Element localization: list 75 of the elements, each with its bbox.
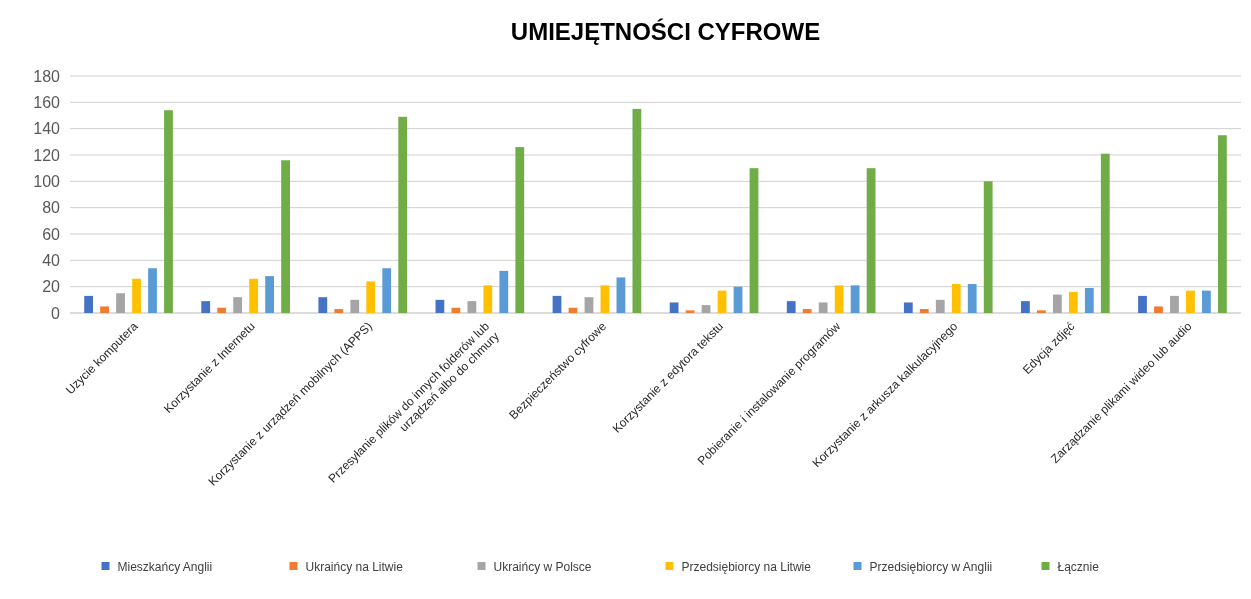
bar	[802, 309, 812, 313]
bar	[951, 284, 961, 313]
bar	[1138, 295, 1147, 313]
y-tick-label: 40	[42, 251, 61, 269]
bar	[1154, 306, 1163, 313]
bar	[281, 160, 290, 313]
bar	[749, 168, 759, 313]
bar	[148, 268, 157, 313]
bar	[818, 302, 828, 313]
legend-label: Mieszkańcy Anglii	[117, 560, 213, 574]
legend-label: Ukraińcy na Litwie	[305, 560, 404, 574]
bar	[1218, 135, 1227, 313]
bar	[398, 116, 408, 313]
y-tick-label: 20	[42, 278, 61, 296]
bar	[967, 284, 977, 313]
bar	[233, 297, 243, 313]
chart-title: UMIEJĘTNOŚCI CYFROWE	[510, 18, 821, 45]
bar	[1170, 295, 1179, 313]
bar	[132, 278, 141, 313]
y-tick-label: 100	[33, 172, 61, 190]
bar	[318, 297, 328, 313]
bar	[733, 286, 743, 313]
bar	[451, 307, 461, 313]
y-tick-label: 0	[51, 304, 61, 322]
legend-label: Łącznie	[1057, 560, 1100, 574]
bar	[632, 108, 642, 313]
bar	[834, 285, 844, 313]
bar	[334, 309, 344, 313]
bar	[1021, 301, 1030, 313]
bar	[467, 301, 477, 313]
bar	[382, 268, 392, 313]
bar	[1202, 290, 1211, 313]
bar	[584, 297, 594, 313]
bar	[685, 310, 695, 313]
legend-label: Ukraińcy w Polsce	[493, 560, 592, 574]
bar	[616, 277, 626, 313]
bar	[249, 278, 259, 313]
bar	[265, 276, 275, 313]
bar	[786, 301, 796, 313]
bar	[366, 281, 376, 313]
bar	[919, 309, 929, 313]
bar	[850, 285, 860, 313]
bar	[903, 302, 913, 313]
bar	[84, 295, 93, 313]
bar	[435, 299, 445, 313]
y-tick-label: 80	[42, 199, 61, 217]
bar	[1036, 310, 1046, 313]
y-tick-label: 180	[33, 67, 61, 85]
legend-label: Przedsiębiorcy na Litwie	[681, 560, 812, 574]
y-tick-label: 60	[42, 225, 61, 243]
bar	[1068, 291, 1078, 313]
bar	[1186, 290, 1195, 313]
bar	[1100, 153, 1110, 313]
bar	[866, 168, 876, 313]
bar	[1052, 294, 1062, 313]
y-tick-label: 120	[33, 146, 61, 164]
bar	[100, 306, 109, 313]
bar	[515, 147, 525, 313]
y-tick-label: 140	[33, 120, 61, 138]
bar	[983, 181, 993, 313]
bar	[600, 285, 610, 313]
bar	[217, 307, 227, 313]
bar	[669, 302, 679, 313]
bar	[935, 299, 945, 313]
bar	[552, 295, 562, 313]
bar	[164, 110, 173, 313]
bar	[201, 301, 211, 313]
bar	[499, 270, 509, 313]
bar	[116, 293, 125, 313]
legend-label: Przedsiębiorcy w Anglii	[869, 560, 993, 574]
y-tick-label: 160	[33, 93, 61, 111]
bar	[350, 299, 360, 313]
bar	[483, 285, 493, 313]
bar	[701, 305, 711, 313]
bar	[1084, 287, 1094, 313]
